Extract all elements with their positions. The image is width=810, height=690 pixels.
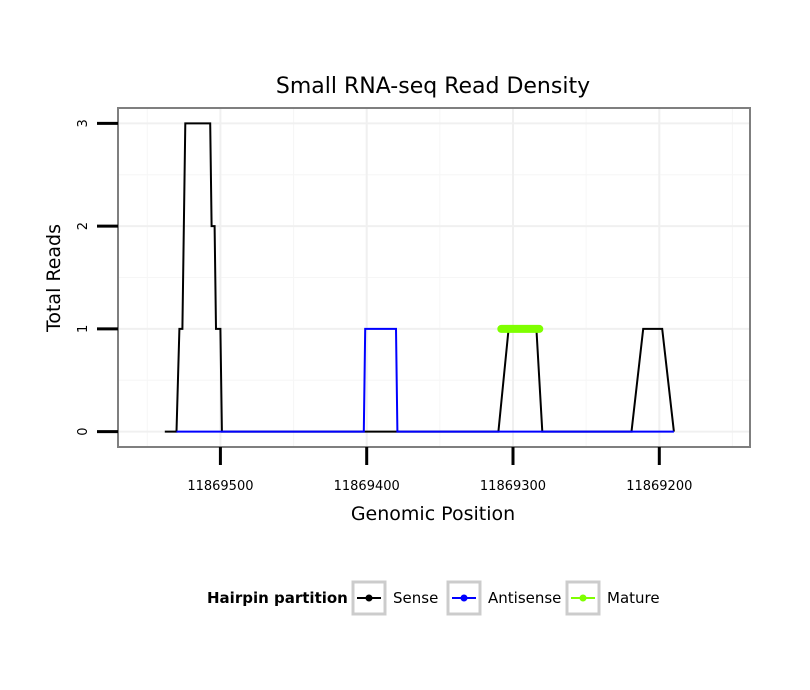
chart-title: Small RNA-seq Read Density: [276, 74, 590, 99]
legend-label-sense: Sense: [393, 589, 438, 607]
y-axis: 0 1 2 3: [76, 119, 118, 436]
x-axis: 11869500 11869400 11869300 11869200: [187, 447, 692, 494]
legend-label-antisense: Antisense: [488, 589, 561, 607]
legend-title: Hairpin partition: [207, 589, 348, 607]
y-axis-title: Total Reads: [43, 224, 65, 333]
legend-item-sense: Sense: [351, 580, 438, 616]
plot-panel: [117, 107, 751, 448]
legend: Hairpin partition Sense Antisense Mature: [207, 580, 660, 616]
series-layer: [164, 122, 675, 433]
x-tick-label: 11869200: [626, 479, 692, 494]
y-tick-label: 0: [76, 427, 91, 435]
legend-swatch-point-sense: [365, 594, 373, 602]
legend-item-mature: Mature: [565, 580, 660, 616]
grid-minor: [118, 108, 750, 447]
panel-border: [117, 107, 751, 448]
legend-label-mature: Mature: [607, 589, 660, 607]
x-tick-label: 11869400: [334, 479, 400, 494]
y-tick-label: 1: [76, 325, 91, 333]
x-tick-label: 11869300: [480, 479, 546, 494]
y-tick-label: 2: [76, 222, 91, 230]
x-axis-title: Genomic Position: [351, 503, 515, 525]
legend-item-antisense: Antisense: [446, 580, 561, 616]
legend-swatch-point-antisense: [460, 594, 468, 602]
x-tick-label: 11869500: [187, 479, 253, 494]
series-line-antisense: [176, 327, 674, 433]
legend-swatch-point-mature: [579, 594, 587, 602]
y-tick-label: 3: [76, 119, 91, 127]
